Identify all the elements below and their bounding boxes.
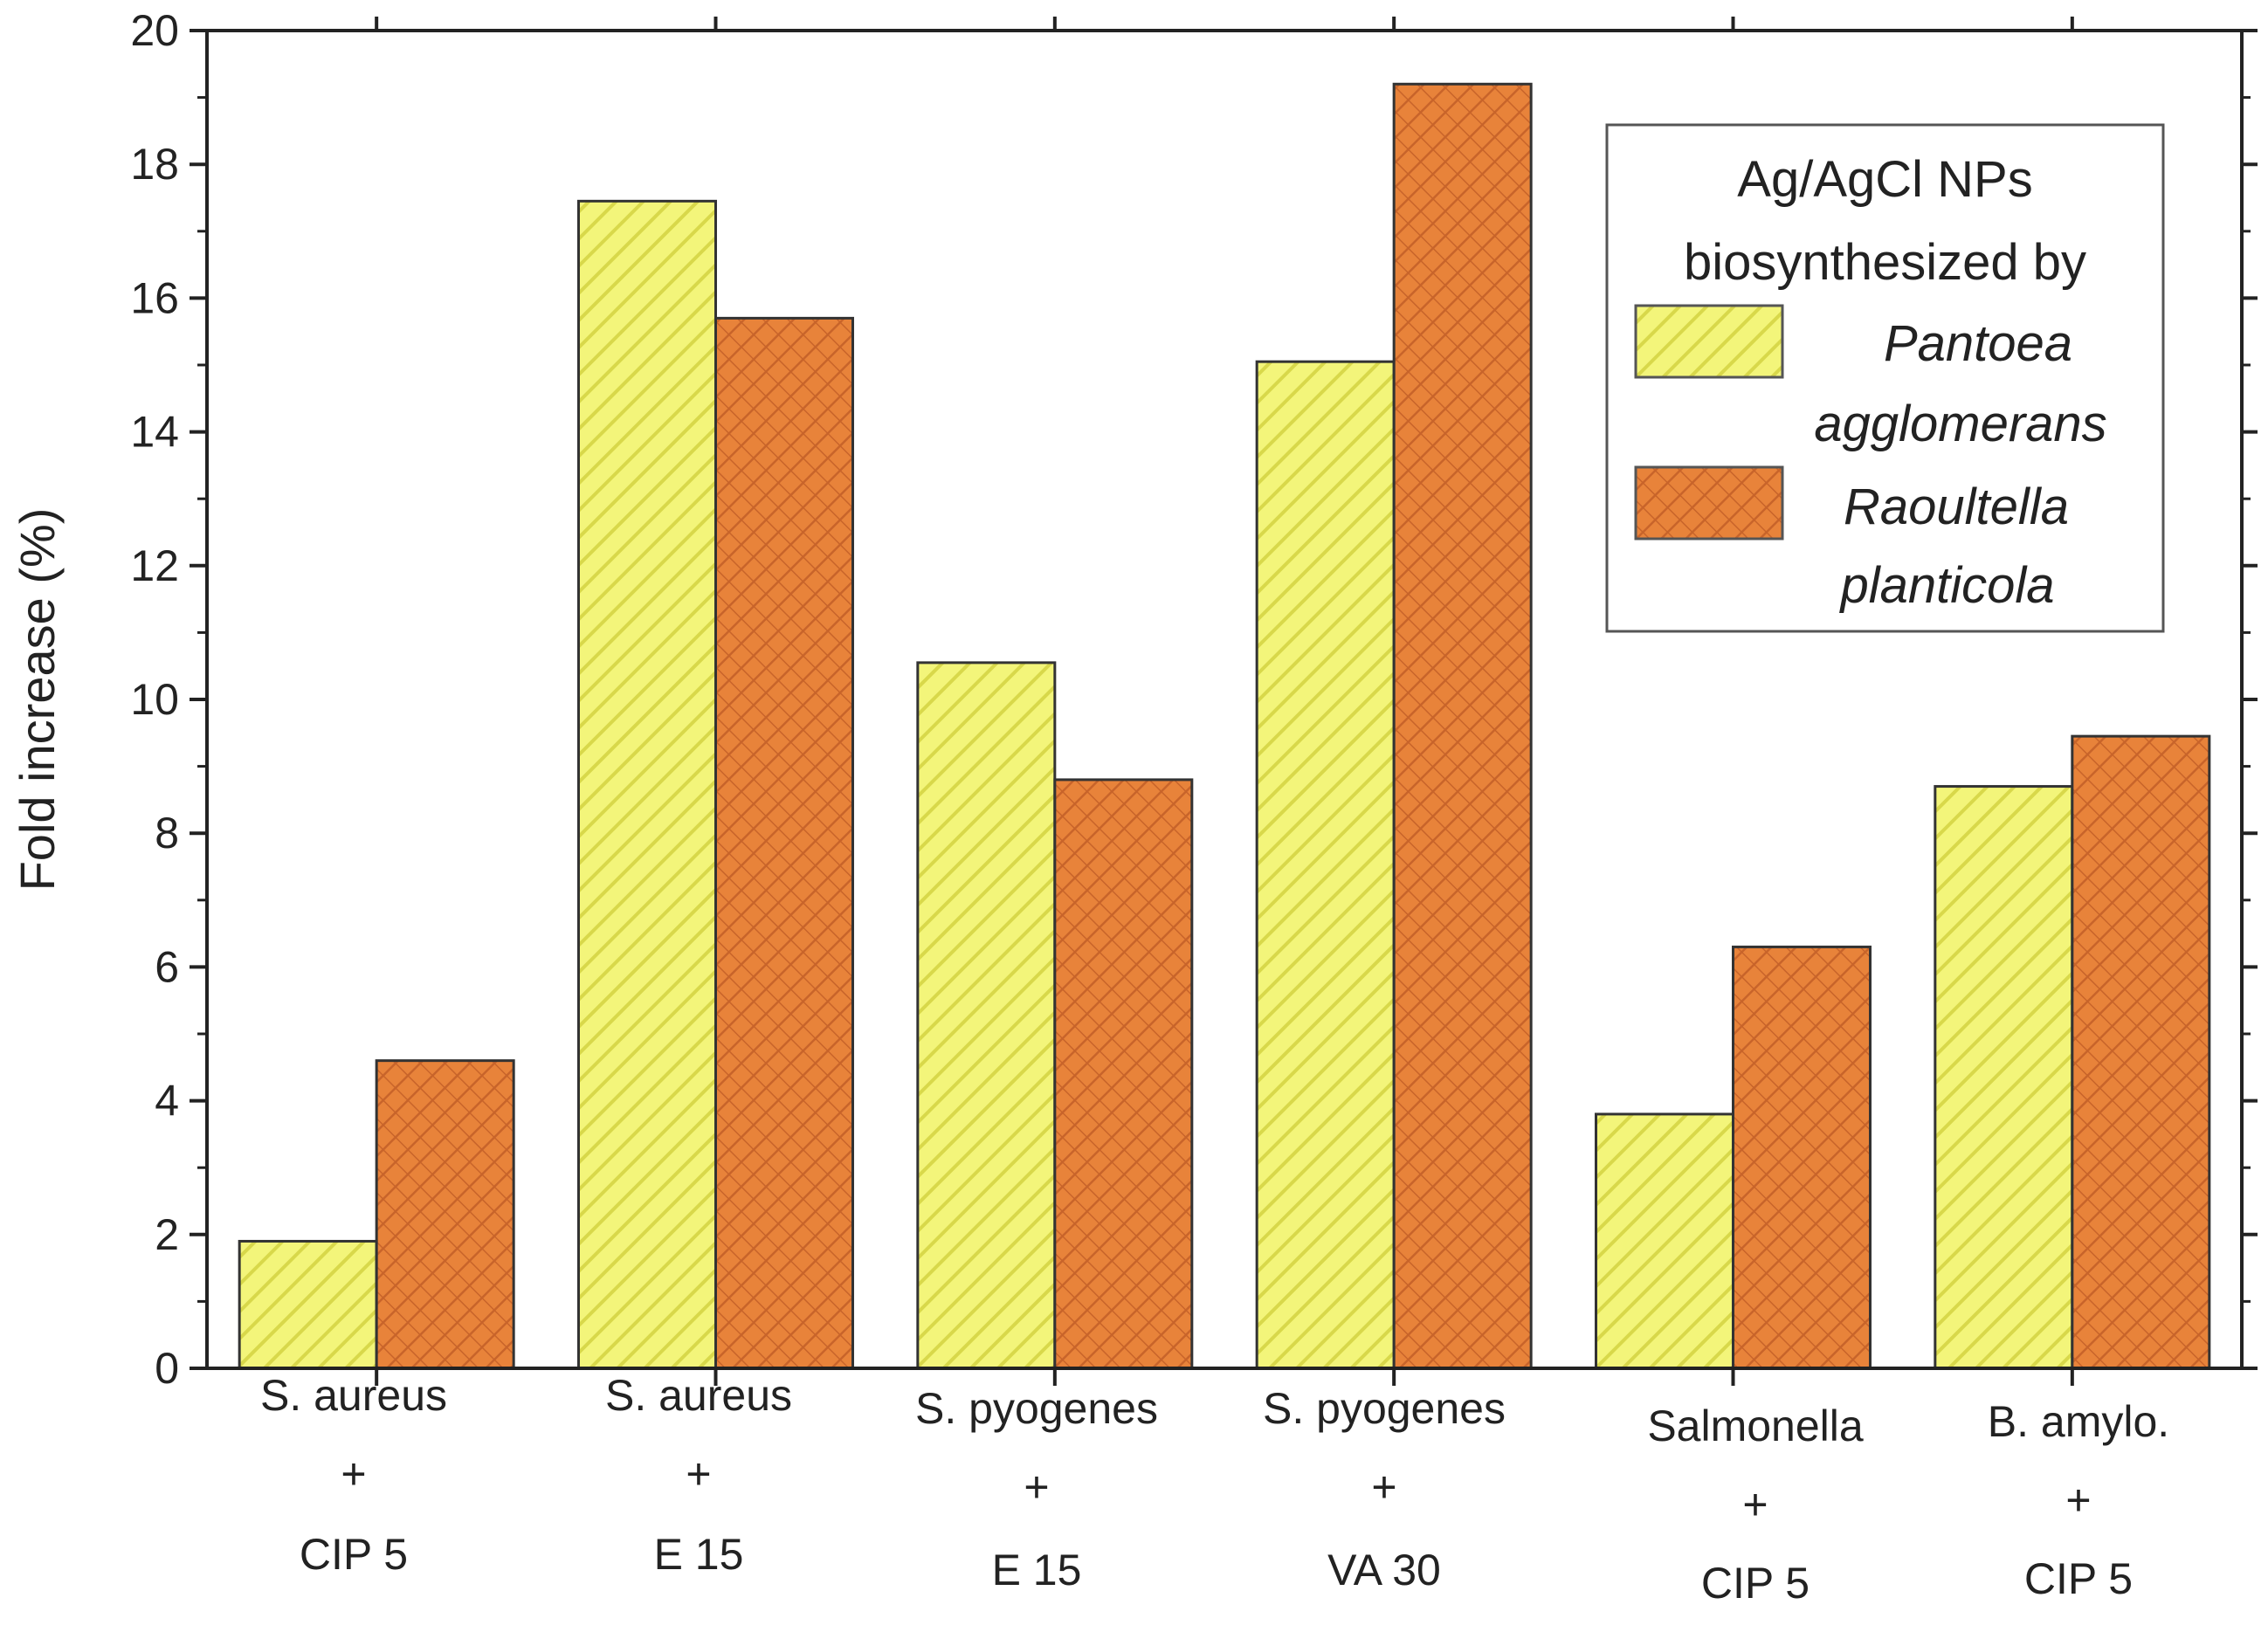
y-tick-label: 12: [130, 541, 179, 590]
bar-raoultella-3: [1053, 778, 1194, 1370]
bar-pantoea-2: [577, 199, 717, 1370]
x-category-label: B. amylo.: [1988, 1397, 2169, 1446]
x-category-label: S. aureus: [605, 1371, 792, 1420]
y-tick-label: 16: [130, 273, 179, 322]
bar-pantoea-3: [916, 661, 1057, 1370]
legend-swatch-raoultella: [1634, 465, 1784, 541]
bar-pantoea-5: [1595, 1112, 1734, 1370]
plot-frame: [205, 29, 2244, 1370]
bar-raoultella-1: [375, 1059, 515, 1370]
y-tick-label: 4: [155, 1077, 179, 1126]
x-category-label: S. pyogenes: [915, 1384, 1158, 1433]
bar-raoultella-2: [714, 316, 854, 1370]
legend-title-line-2: biosynthesized by: [1684, 234, 2086, 291]
x-category-label: +: [1371, 1463, 1396, 1512]
x-category-label: Salmonella: [1647, 1401, 1864, 1450]
x-category-label: S. aureus: [260, 1371, 447, 1420]
x-category-label: VA 30: [1327, 1546, 1441, 1594]
y-axis-title: Fold increase (%): [10, 508, 65, 892]
x-category-label: S. pyogenes: [1263, 1384, 1506, 1433]
bar-raoultella-4: [1392, 82, 1533, 1370]
x-category-label: CIP 5: [300, 1530, 408, 1579]
y-tick-label: 10: [130, 675, 179, 724]
legend: Ag/AgCl NPs biosynthesized by Pantoea ag…: [1605, 123, 2165, 633]
legend-title-line-1: Ag/AgCl NPs: [1737, 151, 2032, 208]
x-category-label: +: [1024, 1463, 1049, 1512]
legend-entry-raoultella-line-2: planticola: [1838, 557, 2054, 614]
x-category-label: +: [1742, 1480, 1768, 1529]
bar-raoultella-5: [1732, 945, 1872, 1370]
y-tick-label: 2: [155, 1210, 179, 1259]
y-tick-label: 0: [155, 1344, 179, 1393]
bars-group: [238, 82, 2211, 1370]
y-tick-label: 8: [155, 809, 179, 857]
x-axis: S. aureus + CIP 5 S. aureus + E 15 S. pyogenes…: [260, 17, 2169, 1608]
y-tick-label: 18: [130, 140, 179, 189]
legend-swatch-pantoea: [1634, 304, 1784, 379]
legend-entry-pantoea-line-1: Pantoea: [1884, 315, 2072, 372]
bar-pantoea-6: [1934, 785, 2074, 1370]
x-category-label: +: [2065, 1476, 2091, 1525]
legend-entry-raoultella-line-1: Raoultella: [1844, 479, 2069, 535]
x-category-label: E 15: [654, 1530, 744, 1579]
y-tick-label: 14: [130, 408, 179, 457]
x-category-label: CIP 5: [2024, 1554, 2133, 1603]
bar-raoultella-6: [2071, 734, 2211, 1370]
x-category-label: CIP 5: [1701, 1559, 1810, 1608]
y-tick-label: 6: [155, 942, 179, 991]
y-tick-label: 20: [130, 6, 179, 55]
y-axis: 0 2 4 6 8 10 12 14 16 18 20: [130, 6, 2258, 1393]
legend-entry-pantoea-line-2: agglomerans: [1814, 396, 2106, 452]
x-category-label: E 15: [992, 1546, 1082, 1594]
bar-pantoea-4: [1255, 360, 1396, 1370]
x-category-label: +: [686, 1450, 711, 1498]
x-category-label: +: [341, 1450, 366, 1498]
bar-pantoea-1: [238, 1239, 378, 1370]
